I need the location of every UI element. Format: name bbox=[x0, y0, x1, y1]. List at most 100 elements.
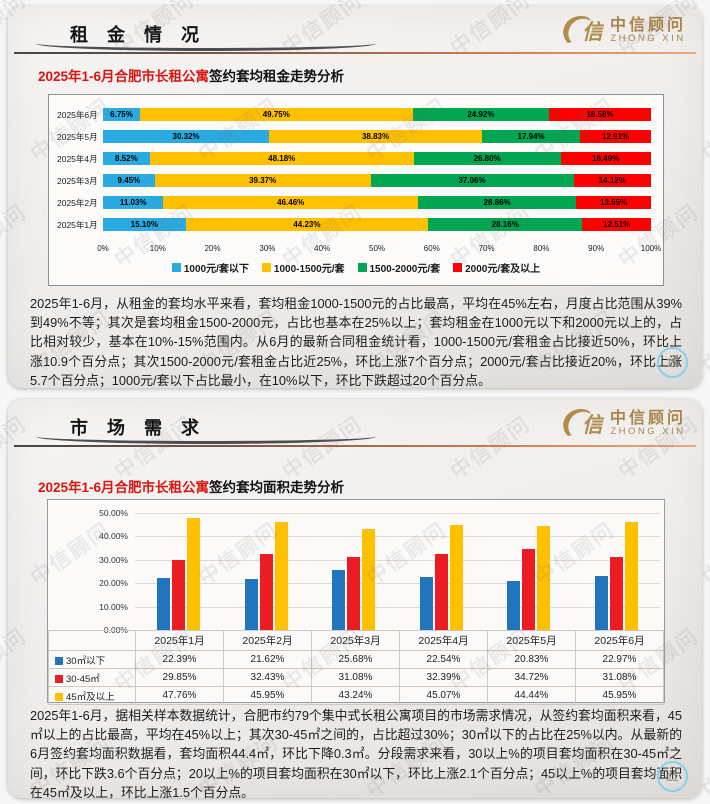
y-axis-tick-label: 10.00% bbox=[99, 601, 128, 612]
bar bbox=[187, 518, 201, 630]
bar-segment: 12.91% bbox=[580, 130, 651, 143]
slide1-headline-black: 签约套均租金走势分析 bbox=[209, 69, 345, 84]
bar-segment-value: 12.51% bbox=[603, 220, 631, 229]
bar-segment-value: 11.03% bbox=[119, 198, 147, 207]
legend-color-key bbox=[55, 692, 63, 701]
table-value-cell: 45.07% bbox=[399, 686, 488, 705]
bar-segment: 18.58% bbox=[549, 108, 651, 121]
bar-segment-value: 30.32% bbox=[172, 132, 200, 141]
table-value-cell: 47.76% bbox=[135, 686, 224, 705]
bar-segment: 39.37% bbox=[154, 174, 371, 187]
legend-label: 1500-2000元/套 bbox=[369, 264, 441, 275]
bar bbox=[522, 548, 536, 630]
bar bbox=[332, 569, 346, 630]
bar-segment: 28.86% bbox=[418, 196, 577, 209]
bar-segment: 38.83% bbox=[269, 130, 482, 143]
logo-name-en: ZHONG XIN bbox=[610, 426, 686, 438]
bar-segment: 28.16% bbox=[428, 218, 583, 231]
zhongxin-logo: 信 中信顾问 ZHONG XIN bbox=[558, 405, 686, 443]
table-column-header: 2025年2月 bbox=[223, 630, 312, 651]
slide1-body-text: 2025年1-6月，从租金的套均水平来看，套均租金1000-1500元的占比最高… bbox=[30, 296, 682, 388]
bar-track: 30.32% 38.83% 17.94% 12.91% bbox=[103, 130, 651, 143]
stacked-bar-row: 2025年6月 6.75% 49.75% 24.92% 18.58% bbox=[49, 108, 663, 121]
chart-legend: 1000元/套以下 1000-1500元/套 1500-2000元/套 2000元/套… bbox=[49, 260, 663, 275]
bar-segment-value: 46.46% bbox=[277, 198, 305, 207]
legend-color-key bbox=[357, 263, 367, 272]
slide2-page-number: 11 bbox=[657, 761, 688, 792]
legend-color-key bbox=[171, 263, 181, 272]
logo-name-cn: 中信顾问 bbox=[609, 409, 686, 427]
legend-color-key bbox=[55, 656, 63, 665]
table-legend-cell: 30㎡以下 bbox=[48, 650, 136, 669]
zhongxin-logo-text: 中信顾问 ZHONG XIN bbox=[610, 17, 686, 45]
bar-segment: 46.46% bbox=[163, 196, 419, 209]
bar-segment-value: 38.83% bbox=[361, 132, 390, 141]
stacked-bar-row: 2025年5月 30.32% 38.83% 17.94% 12.91% bbox=[49, 130, 663, 143]
y-axis-tick-label: 50.00% bbox=[99, 508, 128, 518]
slide1-page-number: 10 bbox=[657, 347, 688, 378]
bar bbox=[419, 577, 433, 630]
legend-label: 2000元/套及以上 bbox=[465, 264, 541, 275]
slide-rent-situation: 租 金 情 况 信 中信顾问 ZHONG XIN 2025年1-6月合肥市长租公… bbox=[8, 6, 702, 388]
legend-label: 30㎡以下 bbox=[66, 655, 106, 667]
bar-row-label: 2025年1月 bbox=[57, 219, 98, 230]
bar-segment-value: 37.06% bbox=[458, 176, 486, 185]
bar-segment: 44.23% bbox=[185, 218, 429, 231]
table-value-cell: 45.95% bbox=[223, 686, 312, 705]
bar-segment: 13.65% bbox=[576, 196, 651, 209]
table-corner-cell bbox=[48, 630, 136, 651]
slide2-headline-black: 签约套均面积走势分析 bbox=[209, 480, 345, 495]
bar-segment: 8.52% bbox=[103, 152, 150, 165]
table-column-header: 2025年5月 bbox=[487, 630, 576, 651]
bar-track: 6.75% 49.75% 24.92% 18.58% bbox=[103, 108, 651, 121]
x-axis-tick-label: 40% bbox=[314, 244, 331, 253]
bar-group bbox=[135, 518, 223, 630]
bar-row-label: 2025年2月 bbox=[57, 197, 98, 208]
bar-segment-value: 49.75% bbox=[262, 110, 290, 119]
bar-segment-value: 24.92% bbox=[467, 110, 495, 119]
bar-group bbox=[573, 522, 661, 630]
table-value-cell: 20.83% bbox=[487, 650, 576, 669]
legend-item: 1000元/套以下 bbox=[171, 260, 249, 275]
legend-label: 1000元/套以下 bbox=[183, 264, 249, 275]
bar-segment-value: 28.86% bbox=[483, 198, 511, 207]
bar bbox=[259, 554, 273, 630]
table-row: 30㎡以下 22.39% 21.62% 25.68% 22.54% 20.83% 22.97… bbox=[48, 650, 664, 669]
bar-segment: 9.45% bbox=[103, 174, 155, 187]
bar-row-label: 2025年4月 bbox=[57, 153, 98, 164]
table-column-header: 2025年1月 bbox=[135, 630, 224, 651]
bar-segment: 11.03% bbox=[103, 196, 164, 209]
slide2-body-text: 2025年1-6月，据相关样本数据统计，合肥市约79个集中式长租公寓项目的市场需… bbox=[30, 708, 682, 800]
chart-data-table: 2025年1月 2025年2月 2025年3月 2025年4月 2025年5月 2025年… bbox=[48, 630, 664, 705]
bar-segment: 6.75% bbox=[103, 108, 140, 121]
bar-segment: 37.06% bbox=[370, 174, 574, 187]
stacked-bar-row: 2025年3月 9.45% 39.37% 37.06% 14.12% bbox=[49, 174, 663, 187]
table-header-row: 2025年1月 2025年2月 2025年3月 2025年4月 2025年5月 2025年… bbox=[48, 630, 664, 651]
zhongxin-logo-icon: 信 bbox=[563, 408, 604, 437]
legend-color-key bbox=[261, 263, 271, 272]
table-value-cell: 31.08% bbox=[311, 668, 400, 687]
table-value-cell: 22.39% bbox=[135, 650, 224, 669]
bar bbox=[609, 557, 623, 630]
bar-segment-value: 28.16% bbox=[491, 220, 519, 229]
bar bbox=[244, 579, 258, 630]
bar-group bbox=[310, 528, 398, 630]
svg-text:信: 信 bbox=[582, 20, 604, 44]
table-value-cell: 32.39% bbox=[399, 668, 488, 687]
x-axis-tick-label: 20% bbox=[204, 244, 221, 253]
table-row: 45㎡及以上 47.76% 45.95% 43.24% 45.07% 44.44% 45.9… bbox=[48, 686, 664, 705]
bar-segment-value: 15.10% bbox=[130, 220, 158, 229]
legend-label: 30-45㎡ bbox=[66, 673, 100, 685]
bar-track: 11.03% 46.46% 28.86% 13.65% bbox=[103, 196, 651, 209]
table-value-cell: 34.72% bbox=[487, 668, 576, 687]
x-axis-tick-label: 70% bbox=[478, 244, 495, 253]
bar-segment: 14.12% bbox=[573, 174, 651, 187]
bar-segment: 24.92% bbox=[412, 108, 550, 121]
y-axis-tick-label: 20.00% bbox=[99, 578, 128, 589]
x-axis-tick-label: 10% bbox=[149, 244, 166, 253]
gridline bbox=[135, 536, 660, 538]
bar-segment: 17.94% bbox=[481, 130, 581, 143]
logo-name-en: ZHONG XIN bbox=[610, 33, 686, 45]
zhongxin-logo: 信 中信顾问 ZHONG XIN bbox=[558, 12, 686, 50]
gridline bbox=[135, 583, 660, 585]
